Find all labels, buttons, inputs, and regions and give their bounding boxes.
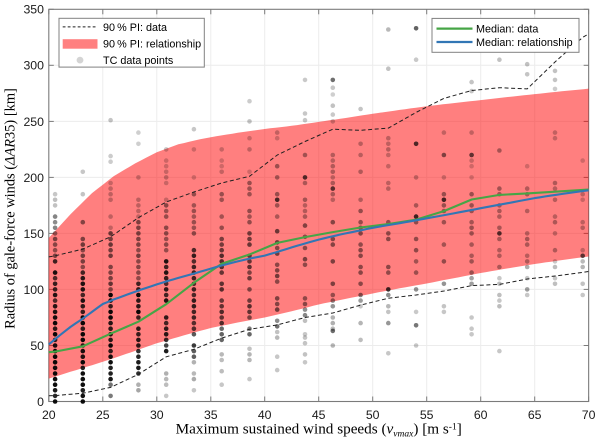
svg-text:Median: data: Median: data <box>476 23 538 35</box>
svg-text:25: 25 <box>96 408 110 422</box>
svg-text:90 % PI: relationship: 90 % PI: relationship <box>103 39 201 51</box>
svg-text:40: 40 <box>258 408 272 422</box>
svg-text:350: 350 <box>23 3 44 17</box>
svg-text:50: 50 <box>30 339 44 353</box>
svg-text:20: 20 <box>42 408 56 422</box>
svg-text:Maximum sustained wind speeds: Maximum sustained wind speeds (vvmax) [m… <box>176 421 462 440</box>
svg-text:250: 250 <box>23 115 44 129</box>
svg-text:200: 200 <box>23 171 44 185</box>
svg-text:Median: relationship: Median: relationship <box>476 37 573 49</box>
svg-text:90 % PI: data: 90 % PI: data <box>103 22 167 34</box>
svg-text:150: 150 <box>23 227 44 241</box>
svg-text:45: 45 <box>312 408 326 422</box>
svg-text:30: 30 <box>150 408 164 422</box>
svg-text:TC data points: TC data points <box>103 55 174 67</box>
svg-text:55: 55 <box>420 408 434 422</box>
svg-text:0: 0 <box>37 395 44 409</box>
svg-text:70: 70 <box>582 408 596 422</box>
svg-text:35: 35 <box>204 408 218 422</box>
svg-text:65: 65 <box>528 408 542 422</box>
svg-text:Radius of gale-force winds (ΔA: Radius of gale-force winds (ΔAR35) [km] <box>3 88 19 329</box>
svg-text:50: 50 <box>366 408 380 422</box>
svg-text:300: 300 <box>23 59 44 73</box>
svg-text:60: 60 <box>474 408 488 422</box>
svg-text:100: 100 <box>23 283 44 297</box>
